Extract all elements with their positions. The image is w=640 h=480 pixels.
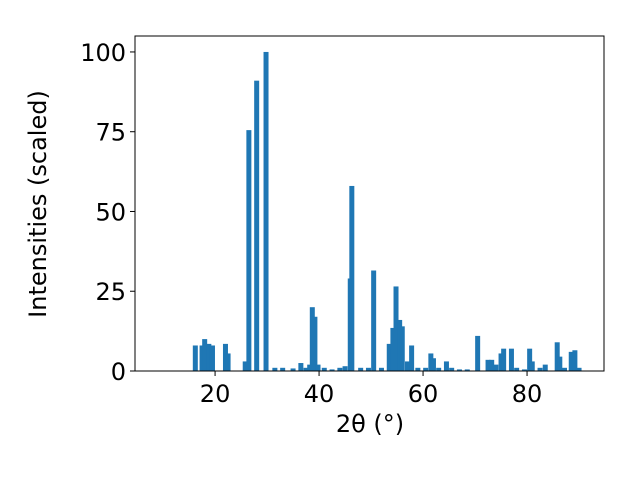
bar: [475, 335, 481, 371]
bar: [222, 343, 228, 371]
bar: [199, 345, 205, 371]
bar: [358, 367, 364, 371]
bar: [557, 356, 563, 371]
bar: [209, 345, 215, 371]
plot-frame: [134, 35, 605, 372]
bar: [554, 342, 560, 371]
bar: [225, 353, 231, 371]
bar: [449, 367, 455, 371]
bar: [307, 364, 313, 371]
y-tick-label: 100: [80, 39, 126, 67]
bar: [443, 361, 449, 371]
bar: [430, 358, 436, 371]
bar: [493, 364, 499, 371]
y-tick-label: 50: [95, 198, 126, 226]
bar: [309, 307, 315, 371]
bar: [576, 367, 582, 371]
bar: [349, 185, 355, 371]
y-tick-label: 0: [111, 358, 126, 386]
bar: [537, 367, 543, 371]
x-axis-label: 2θ (°): [336, 410, 404, 438]
bar: [561, 367, 567, 371]
bar: [393, 286, 399, 371]
bar: [337, 367, 343, 371]
bar: [521, 369, 527, 371]
bar: [315, 364, 321, 371]
bar: [572, 350, 578, 371]
bar: [527, 348, 533, 371]
y-axis-label: Intensities (scaled): [24, 90, 52, 318]
y-tick-label: 25: [95, 278, 126, 306]
bar: [409, 345, 415, 371]
bar: [514, 367, 520, 371]
bar: [501, 348, 507, 371]
bar: [436, 367, 442, 371]
bar: [529, 361, 535, 371]
bar: [456, 369, 462, 371]
bar: [290, 368, 296, 371]
bar: [365, 367, 371, 371]
bar: [423, 367, 429, 371]
bar: [312, 316, 318, 371]
bar: [263, 51, 269, 371]
bar: [246, 130, 252, 371]
bar: [202, 339, 208, 371]
y-tick-label: 75: [95, 119, 126, 147]
bar: [404, 361, 410, 371]
x-tick-label: 40: [304, 380, 335, 408]
bar: [386, 343, 392, 371]
x-tick-label: 80: [512, 380, 543, 408]
bar: [428, 353, 434, 371]
bar: [321, 367, 327, 371]
bar: [303, 367, 309, 371]
x-tick-label: 60: [408, 380, 439, 408]
bar: [489, 359, 495, 371]
bar: [298, 363, 304, 371]
bar: [508, 348, 514, 371]
bar: [242, 361, 248, 371]
bar: [498, 353, 504, 371]
bar: [397, 319, 403, 371]
bar: [371, 270, 377, 371]
bar: [206, 343, 212, 371]
bar: [415, 367, 421, 371]
bar: [485, 359, 491, 371]
bar: [464, 369, 470, 371]
bar: [399, 326, 405, 371]
x-tick-label: 20: [200, 380, 231, 408]
bar: [542, 364, 548, 371]
bar: [378, 367, 384, 371]
bar: [192, 345, 198, 371]
bar: [280, 367, 286, 371]
bar: [329, 369, 335, 371]
bar: [272, 367, 278, 371]
bar: [342, 366, 348, 371]
bar: [568, 351, 574, 371]
bar: [390, 327, 396, 371]
bar: [254, 80, 260, 372]
